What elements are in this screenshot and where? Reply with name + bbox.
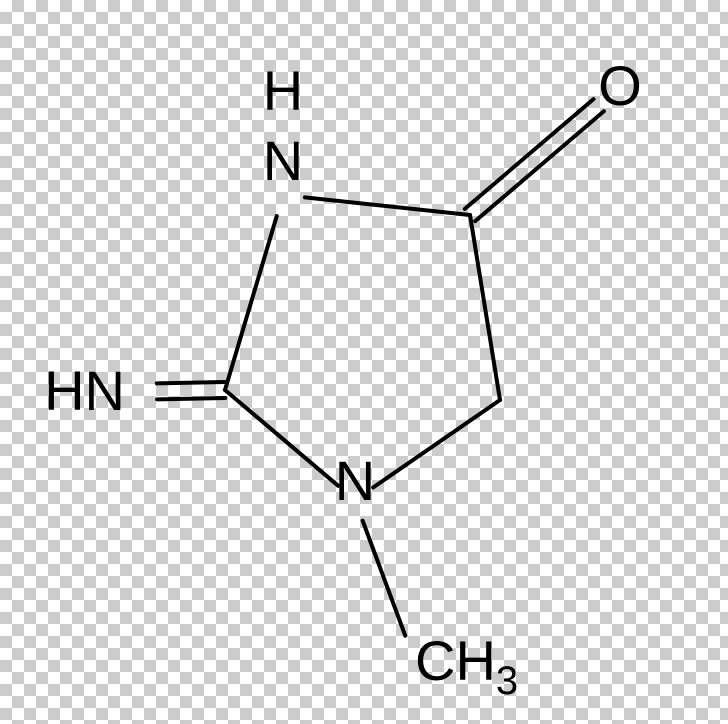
- atom-label-HN: HN: [44, 359, 125, 422]
- bond: [157, 382, 225, 383]
- molecule-canvas: OHNHNNCH3: [0, 0, 728, 724]
- bond: [305, 197, 470, 215]
- bond: [465, 99, 594, 209]
- bond: [373, 400, 500, 488]
- bond: [225, 216, 277, 390]
- atom-label-N2: N: [335, 449, 375, 512]
- atom-label-H_top: H: [263, 59, 303, 122]
- bond: [475, 111, 604, 221]
- bond: [363, 521, 406, 636]
- bond: [225, 390, 338, 486]
- atom-label-O: O: [598, 54, 642, 117]
- atom-label-CH3: CH3: [415, 629, 518, 703]
- bond: [470, 215, 500, 400]
- atom-label-N1: N: [263, 129, 303, 192]
- bond: [157, 398, 225, 399]
